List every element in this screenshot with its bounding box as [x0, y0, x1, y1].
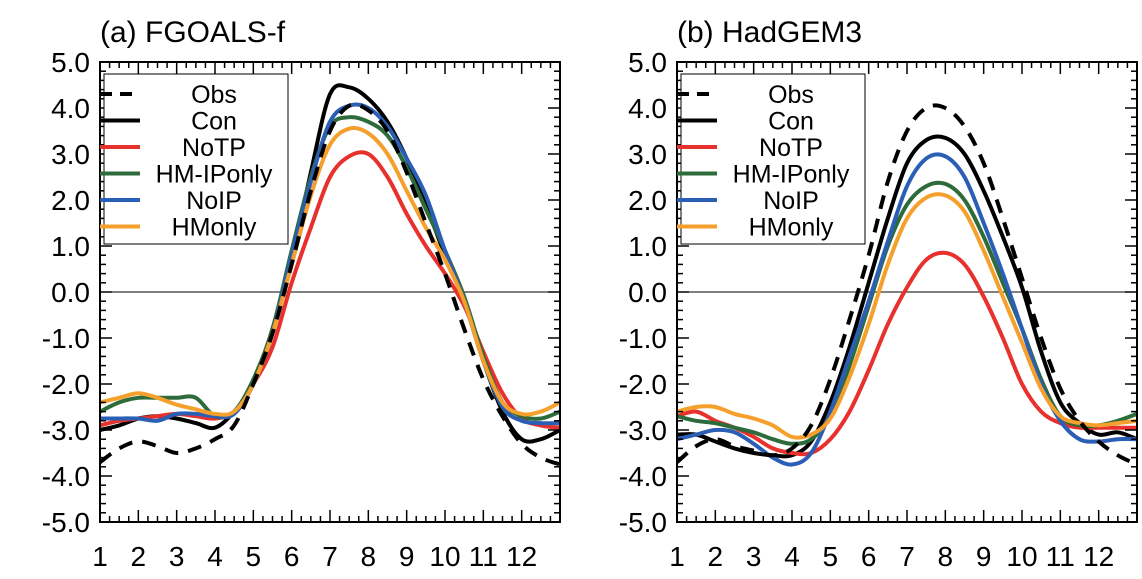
x-tick-label: 4: [207, 541, 223, 572]
chart-title: (b) HadGEM3: [677, 16, 862, 49]
x-tick-label: 12: [1083, 541, 1114, 572]
y-tick-label: 4.0: [628, 93, 667, 124]
legend-label: Con: [191, 108, 237, 136]
x-tick-label: 9: [399, 541, 415, 572]
x-tick-label: 7: [322, 541, 338, 572]
y-tick-label: 1.0: [628, 231, 667, 262]
series-line-obs: [100, 102, 560, 467]
y-tick-label: -4.0: [42, 461, 90, 492]
x-tick-label: 2: [708, 541, 724, 572]
legend-label: NoTP: [759, 134, 823, 162]
legend-label: Con: [768, 108, 814, 136]
y-tick-label: -5.0: [42, 507, 90, 538]
x-tick-label: 6: [861, 541, 877, 572]
x-tick-label: 3: [169, 541, 185, 572]
x-tick-label: 6: [284, 541, 300, 572]
legend-label: HM-IPonly: [156, 161, 273, 189]
x-tick-label: 11: [469, 541, 498, 572]
y-tick-label: -3.0: [42, 415, 90, 446]
x-tick-label: 8: [938, 541, 954, 572]
legend-label: HMonly: [749, 214, 834, 242]
y-tick-label: 4.0: [51, 93, 90, 124]
x-tick-label: 3: [746, 541, 762, 572]
series-line-con: [677, 134, 1137, 459]
x-tick-label: 10: [429, 541, 460, 572]
chart-title: (a) FGOALS-f: [100, 16, 286, 49]
x-tick-label: 4: [784, 541, 800, 572]
y-tick-label: -4.0: [619, 461, 667, 492]
series-lines: [100, 83, 560, 467]
legend-label: Obs: [768, 81, 814, 109]
y-tick-label: 2.0: [51, 185, 90, 216]
y-tick-label: 0.0: [51, 277, 90, 308]
y-tick-label: -3.0: [619, 415, 667, 446]
y-tick-label: 3.0: [51, 139, 90, 170]
legend-box: [103, 73, 289, 245]
legend-label: NoIP: [186, 187, 242, 215]
legend-label: NoIP: [763, 187, 819, 215]
series-line-hmonly: [677, 192, 1137, 440]
legend-label: HM-IPonly: [733, 161, 850, 189]
legend-label: NoTP: [182, 134, 246, 162]
series-line-hmonly: [100, 126, 560, 417]
legend-label: Obs: [191, 81, 237, 109]
y-tick-label: -5.0: [619, 507, 667, 538]
legend-label: HMonly: [172, 214, 257, 242]
panel-fgoals-f: (a) FGOALS-f 5.0 4.0 3.0 2.0 1.0 0.0 -1.0 -2.0 -3…: [42, 16, 561, 572]
series-lines: [677, 103, 1137, 467]
x-tick-label: 8: [361, 541, 377, 572]
y-tick-label: 1.0: [51, 231, 90, 262]
x-tick-label: 7: [899, 541, 915, 572]
x-tick-label: 2: [131, 541, 147, 572]
series-line-obs: [677, 103, 1137, 467]
x-tick-label: 9: [976, 541, 992, 572]
y-tick-label: 2.0: [628, 185, 667, 216]
x-tick-label: 10: [1006, 541, 1037, 572]
x-tick-label: 11: [1046, 541, 1075, 572]
x-tick-label: 5: [823, 541, 839, 572]
x-tick-label: 1: [92, 541, 108, 572]
y-tick-label: -1.0: [42, 323, 90, 354]
y-tick-label: -2.0: [42, 369, 90, 400]
y-tick-label: 5.0: [628, 47, 667, 78]
y-tick-label: -1.0: [619, 323, 667, 354]
panel-hadgem3: (b) HadGEM3 5.0 4.0 3.0 2.0 1.0 0.0 -1.0 -2.0 -3.…: [619, 16, 1138, 572]
y-tick-label: 0.0: [628, 277, 667, 308]
y-tick-label: -2.0: [619, 369, 667, 400]
x-tick-label: 5: [246, 541, 262, 572]
x-tick-label: 12: [506, 541, 537, 572]
x-tick-label: 1: [669, 541, 685, 572]
y-tick-label: 3.0: [628, 139, 667, 170]
y-tick-label: 5.0: [51, 47, 90, 78]
legend-box: [680, 73, 866, 245]
series-line-noip: [677, 152, 1137, 467]
